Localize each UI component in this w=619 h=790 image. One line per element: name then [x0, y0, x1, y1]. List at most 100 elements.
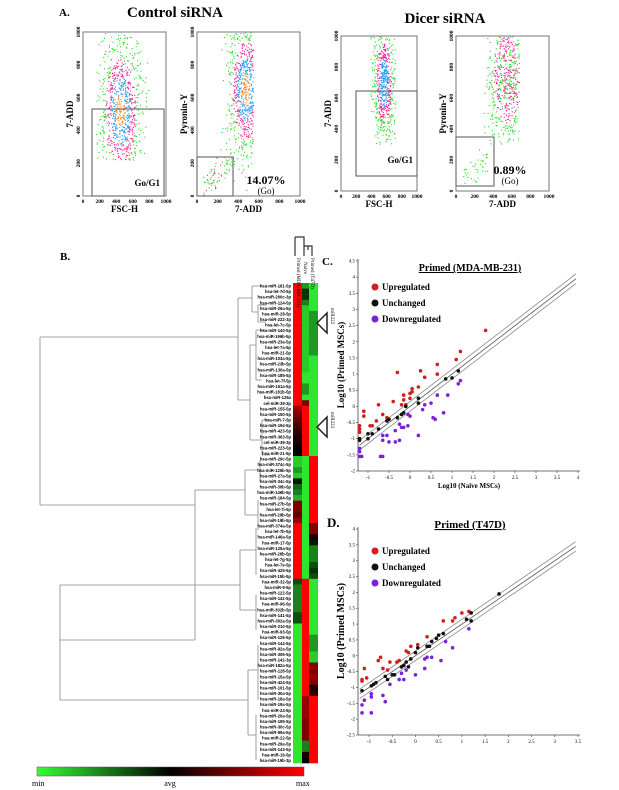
event-dot [128, 127, 131, 129]
event-dot [491, 97, 493, 99]
event-dot [501, 45, 503, 47]
event-dot [386, 93, 388, 95]
event-dot [107, 143, 109, 145]
heatmap-cell [293, 377, 302, 384]
event-dot [112, 125, 114, 127]
y-tick-label: -1 [351, 686, 356, 691]
event-dot [382, 82, 384, 84]
event-dot [387, 54, 390, 56]
event-dot [378, 82, 380, 84]
event-dot [252, 178, 254, 180]
x-tick-label: 3 [535, 476, 538, 481]
mirna-label: hsa-miR-210-5p [260, 624, 292, 629]
event-dot [499, 88, 501, 90]
event-dot [380, 124, 382, 126]
event-dot [240, 119, 242, 121]
event-dot [244, 129, 246, 131]
event-dot [231, 61, 233, 63]
event-dot [126, 91, 128, 93]
event-dot [375, 103, 377, 105]
event-dot [246, 154, 248, 156]
column-label-naive: Naive [302, 262, 307, 275]
event-dot [119, 51, 121, 53]
x-tick-label: 400 [112, 199, 121, 205]
event-dot [131, 98, 133, 101]
event-dot [383, 56, 385, 58]
event-dot [382, 99, 384, 102]
event-dot [124, 37, 126, 39]
event-dot [241, 91, 243, 93]
event-dot [114, 112, 116, 114]
legend-label-downregulated: Downregulated [382, 314, 441, 324]
event-dot [122, 149, 124, 151]
event-dot [464, 172, 466, 174]
event-dot [127, 127, 130, 129]
legend-label-unchanged: Unchanged [382, 562, 426, 572]
event-dot [386, 94, 388, 96]
event-dot [251, 142, 253, 144]
heatmap-cell [309, 456, 318, 462]
event-dot [99, 80, 101, 82]
event-dot [250, 97, 252, 99]
y-tick-label: -1 [351, 437, 356, 442]
event-dot [118, 75, 120, 77]
event-dot [505, 72, 507, 74]
event-dot [514, 93, 516, 95]
event-dot [130, 138, 132, 140]
event-dot [501, 38, 503, 40]
event-dot [495, 121, 497, 123]
event-dot [112, 153, 114, 156]
event-dot [117, 156, 119, 158]
marker-label-1: miR222 [329, 308, 334, 325]
heatmap-cell [293, 634, 302, 641]
event-dot [375, 116, 377, 118]
event-dot [113, 65, 115, 67]
event-dot [110, 82, 112, 84]
event-dot [142, 90, 144, 92]
heatmap-cell [309, 523, 318, 529]
event-dot [381, 95, 383, 97]
event-dot [235, 88, 237, 90]
data-point-upregulated [416, 385, 421, 389]
event-dot [512, 51, 514, 53]
event-dot [129, 36, 131, 38]
mirna-label: hsa-miR-141-5p [260, 613, 292, 618]
mirna-label: hsa-miR-181b-5p [257, 390, 291, 395]
event-dot [251, 83, 253, 85]
event-dot [512, 82, 514, 84]
event-dot [382, 122, 384, 124]
x-axis-label: 7-ADD [235, 204, 262, 214]
event-dot [206, 179, 208, 181]
event-dot [114, 120, 117, 122]
event-dot [245, 71, 247, 73]
event-dot [380, 120, 382, 122]
data-point-downregulated [393, 428, 398, 433]
event-dot [245, 96, 247, 98]
event-dot [390, 104, 392, 106]
event-dot [111, 73, 114, 75]
event-dot [228, 170, 230, 172]
heatmap-cell [293, 757, 302, 764]
event-dot [383, 52, 385, 54]
data-point-downregulated [357, 449, 362, 454]
event-dot [242, 67, 244, 69]
event-dot [382, 91, 384, 93]
event-dot [231, 123, 233, 125]
data-point-downregulated [467, 627, 471, 631]
event-dot [135, 97, 137, 99]
event-dot [514, 77, 516, 79]
y-axis-label: 7-ADD [323, 100, 333, 127]
heatmap-cell [293, 372, 302, 379]
event-dot [203, 176, 205, 178]
event-dot [508, 82, 510, 84]
event-dot [244, 78, 246, 80]
event-dot [122, 41, 124, 44]
data-point-downregulated [433, 417, 438, 422]
event-dot [222, 79, 224, 82]
heatmap-cell [302, 573, 309, 580]
mirna-label: hsa-miR-200c-3p [257, 295, 291, 300]
event-dot [385, 59, 387, 61]
event-dot [244, 50, 246, 52]
event-dot [111, 127, 114, 129]
event-dot [393, 102, 395, 105]
